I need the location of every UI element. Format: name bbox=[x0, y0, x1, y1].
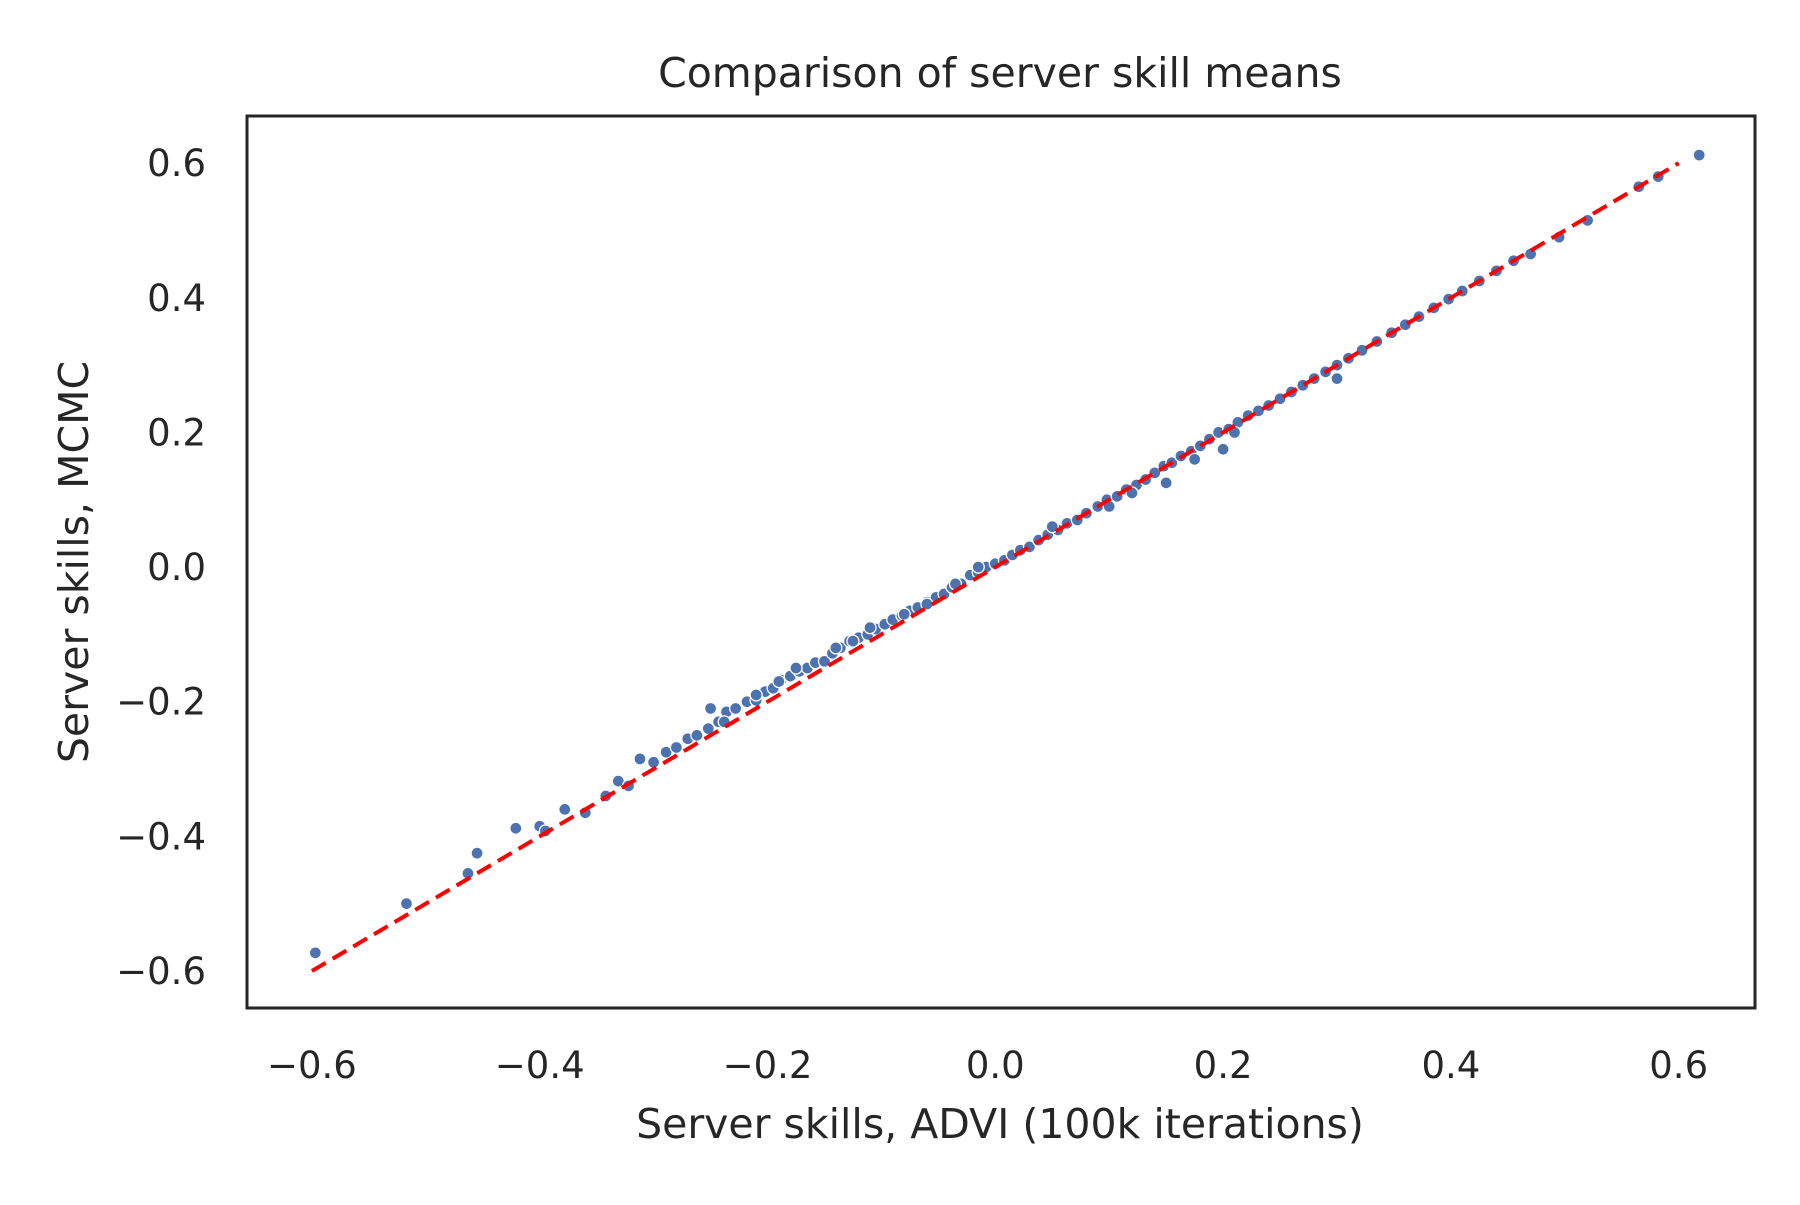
scatter-point bbox=[470, 846, 484, 860]
y-tick-label: 0.4 bbox=[147, 277, 206, 320]
scatter-point bbox=[509, 821, 523, 835]
y-tick-label: 0.6 bbox=[147, 142, 206, 185]
scatter-point bbox=[1330, 371, 1344, 386]
x-axis-ticks: −0.6 −0.4 −0.2 0.0 0.2 0.4 0.6 bbox=[267, 1044, 1708, 1087]
scatter-point bbox=[1216, 442, 1230, 456]
x-tick-label: −0.4 bbox=[495, 1044, 585, 1087]
scatter-point bbox=[971, 560, 985, 574]
x-tick-label: −0.6 bbox=[267, 1044, 357, 1087]
scatter-point bbox=[308, 946, 322, 960]
scatter-point bbox=[1187, 452, 1202, 466]
axes-frame bbox=[245, 114, 1757, 1010]
scatter-point bbox=[863, 620, 877, 635]
y-tick-label: −0.2 bbox=[116, 681, 206, 724]
reference-line bbox=[310, 161, 1680, 973]
scatter-point bbox=[669, 740, 684, 755]
scatter-point bbox=[1692, 148, 1706, 162]
scatter-point bbox=[633, 752, 647, 766]
scatter-point bbox=[703, 701, 718, 716]
scatter-point bbox=[399, 897, 414, 911]
scatter-point bbox=[829, 641, 843, 655]
x-tick-label: 0.2 bbox=[1194, 1044, 1253, 1087]
scatter-point bbox=[749, 688, 763, 702]
scatter-point bbox=[690, 728, 704, 742]
scatter-point bbox=[789, 661, 803, 675]
x-axis-label: Server skills, ADVI (100k iterations) bbox=[636, 1100, 1364, 1148]
y-tick-label: −0.4 bbox=[116, 815, 206, 858]
reference-line-layer bbox=[310, 161, 1680, 973]
scatter-point bbox=[817, 654, 832, 668]
scatter-point bbox=[772, 674, 786, 689]
scatter-point bbox=[646, 755, 661, 769]
scatter-point bbox=[897, 607, 911, 621]
x-tick-label: 0.4 bbox=[1421, 1044, 1480, 1087]
y-tick-label: 0.2 bbox=[147, 411, 206, 454]
scatter-point bbox=[728, 701, 743, 716]
scatter-point bbox=[1159, 476, 1173, 490]
chart-title: Comparison of server skill means bbox=[658, 49, 1342, 97]
x-tick-label: 0.6 bbox=[1649, 1044, 1708, 1087]
y-tick-label: 0.0 bbox=[147, 546, 206, 589]
x-tick-label: 0.0 bbox=[966, 1044, 1025, 1087]
y-axis-label: Server skills, MCMC bbox=[50, 361, 98, 763]
scatter-point bbox=[558, 802, 572, 817]
scatter-point bbox=[846, 634, 860, 648]
x-tick-label: −0.2 bbox=[723, 1044, 813, 1087]
y-tick-label: −0.6 bbox=[116, 950, 206, 993]
y-axis-ticks: −0.6 −0.4 −0.2 0.0 0.2 0.4 0.6 bbox=[116, 142, 206, 993]
